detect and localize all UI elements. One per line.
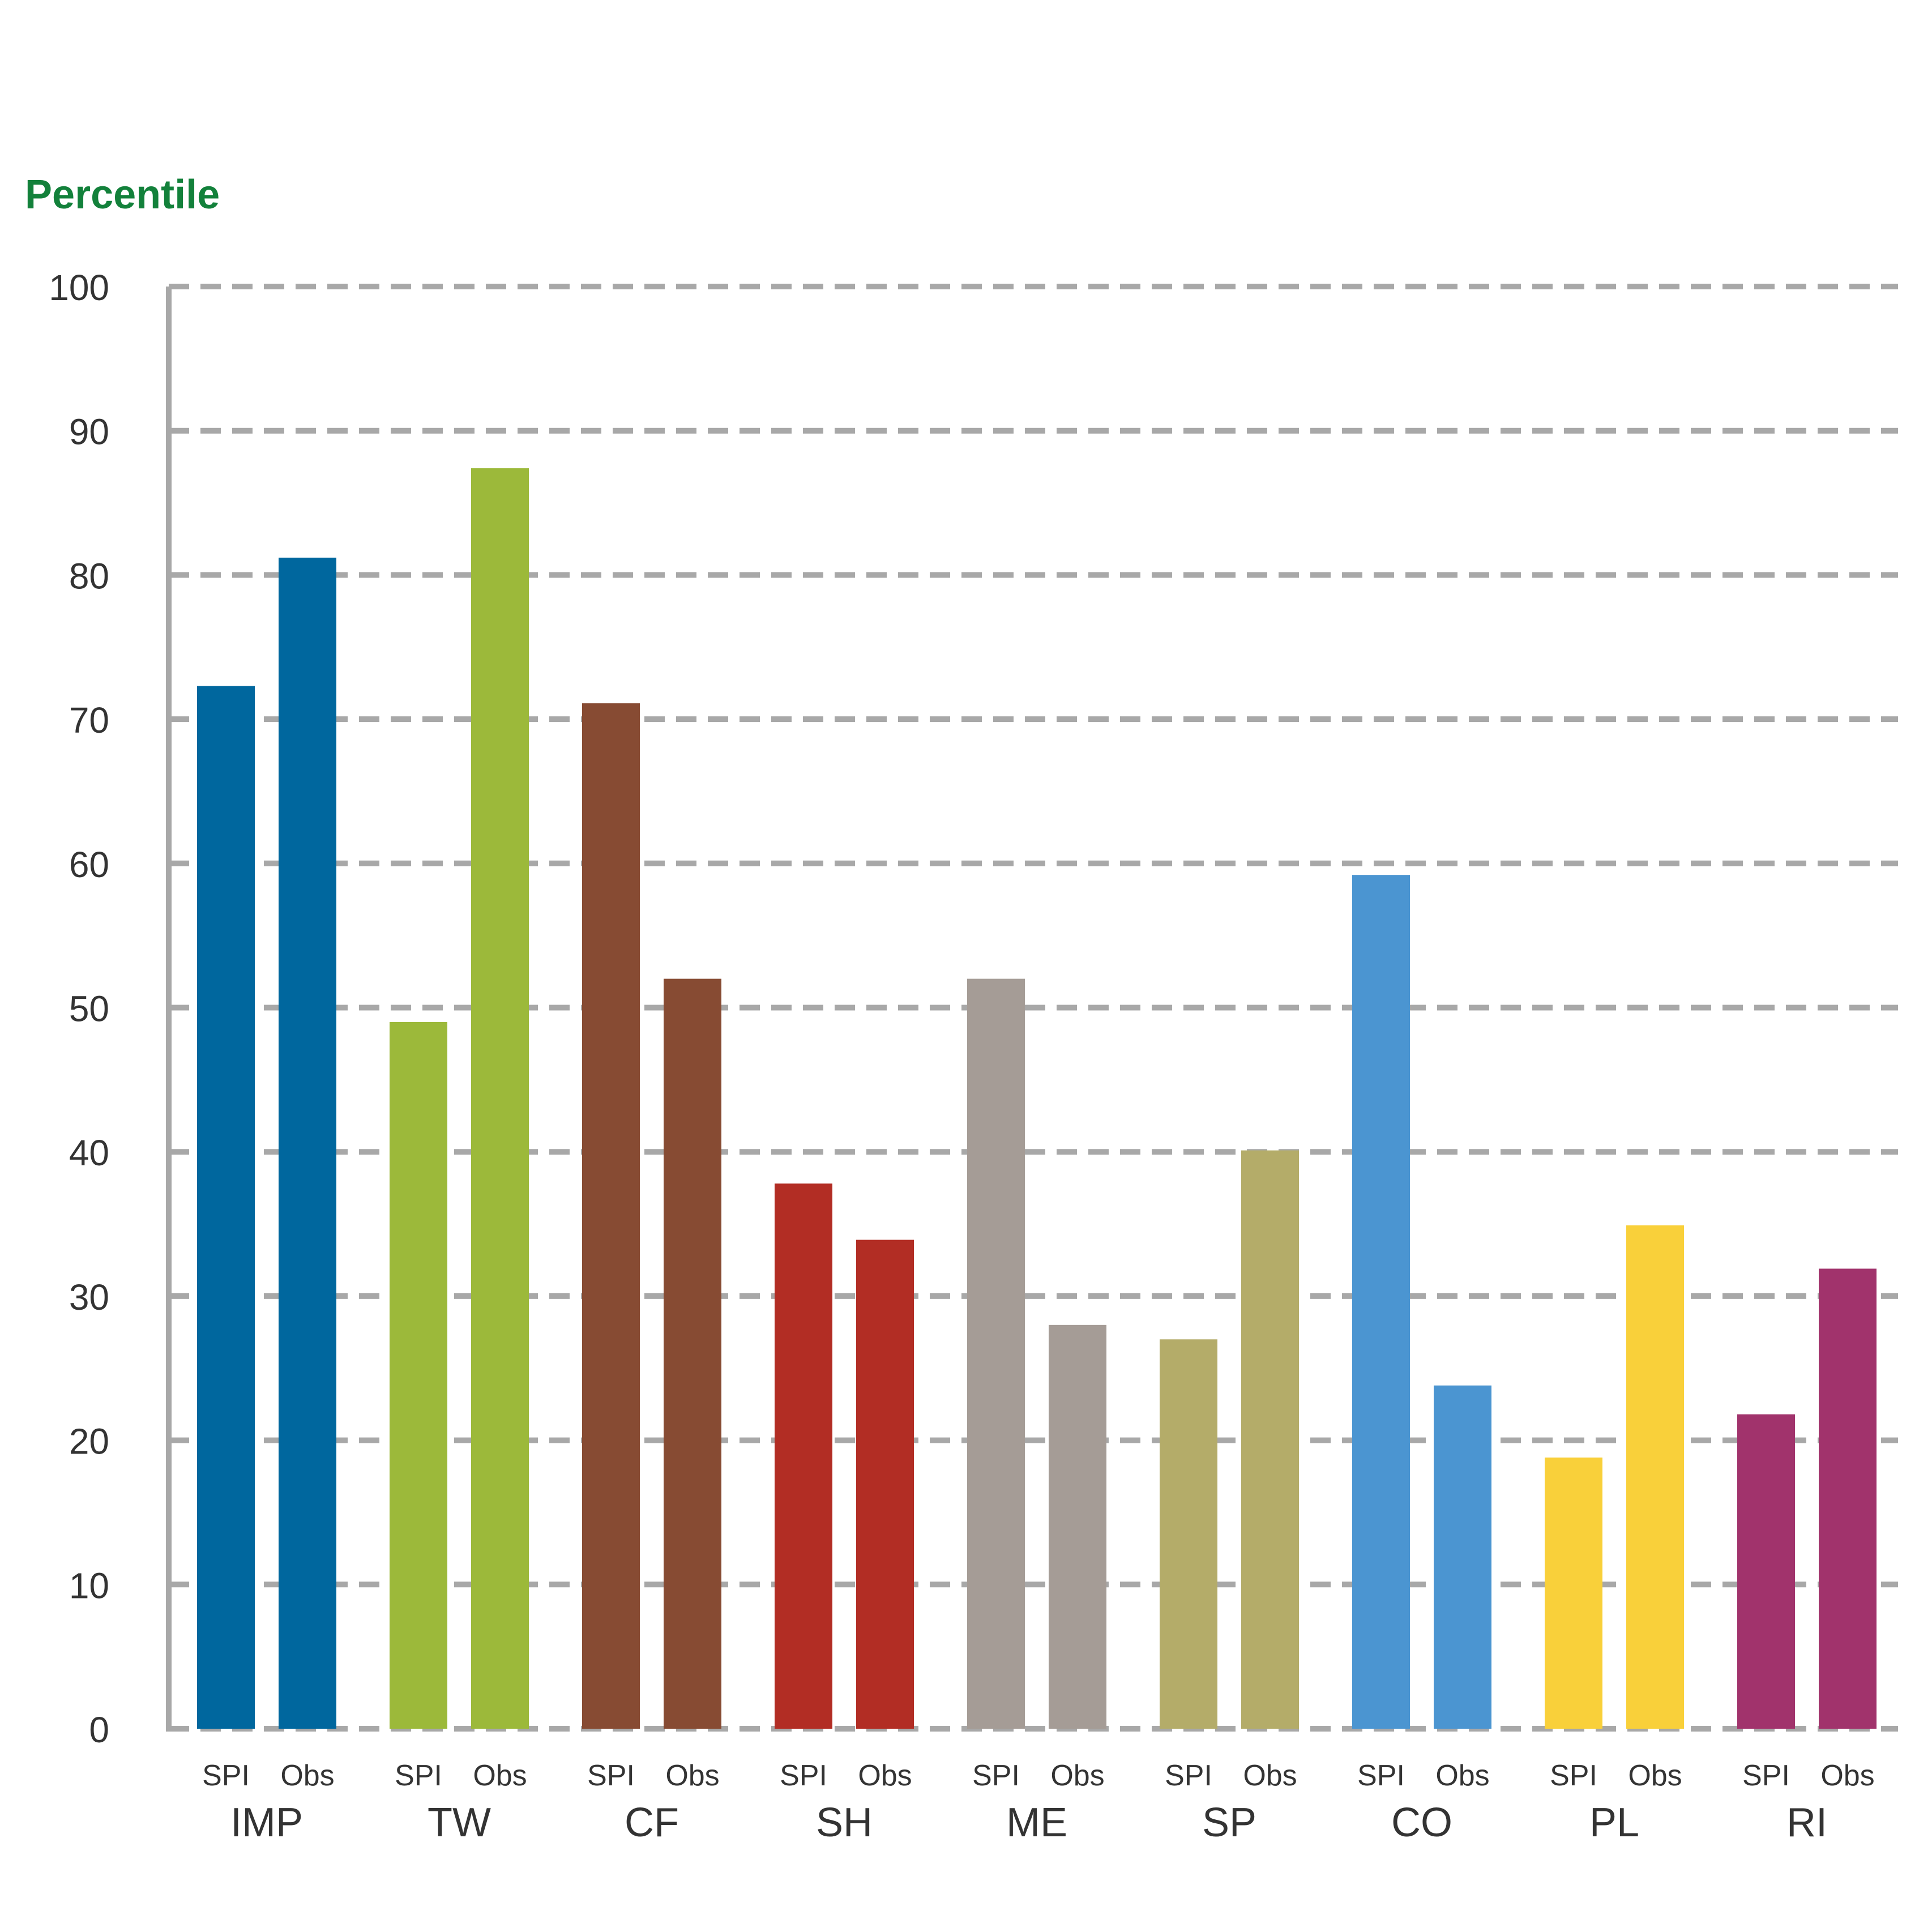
- y-tick-label: 90: [69, 412, 109, 452]
- y-tick-label: 10: [69, 1565, 109, 1606]
- bar-me-spi: [967, 978, 1025, 1729]
- x-category-label: TW: [428, 1800, 491, 1845]
- y-tick-label: 60: [69, 844, 109, 885]
- x-subcategory-label: SPI: [587, 1759, 635, 1792]
- y-tick-label: 0: [89, 1709, 109, 1750]
- y-tick-label: 70: [69, 700, 109, 741]
- bar-sh-obs: [856, 1239, 914, 1729]
- x-subcategory-label: SPI: [1742, 1759, 1790, 1792]
- y-tick-label: 40: [69, 1132, 109, 1173]
- grid-lines: [169, 284, 1898, 1588]
- x-subcategory-label: SPI: [780, 1759, 827, 1792]
- bar-sp-spi: [1160, 1339, 1217, 1729]
- x-subcategory-label: Obs: [665, 1759, 719, 1792]
- x-subcategory-label: Obs: [1820, 1759, 1874, 1792]
- tick-labels: 0 10 20 30 40 50 60 70 80 90 100 SPI Obs IMP SPI Obs TW S…: [49, 267, 1874, 1845]
- y-tick-label: 20: [69, 1421, 109, 1462]
- bar-sp-obs: [1241, 1150, 1299, 1729]
- x-subcategory-label: Obs: [1050, 1759, 1104, 1792]
- bar-sh-spi: [775, 1183, 832, 1729]
- x-category-label: CO: [1391, 1800, 1452, 1845]
- bar-co-spi: [1352, 875, 1410, 1729]
- bar-ri-spi: [1737, 1414, 1795, 1729]
- x-subcategory-label: Obs: [473, 1759, 527, 1792]
- x-subcategory-label: SPI: [1165, 1759, 1212, 1792]
- x-subcategory-label: Obs: [1435, 1759, 1489, 1792]
- x-category-label: IMP: [230, 1800, 303, 1845]
- bars: [197, 468, 1877, 1729]
- bar-pl-spi: [1545, 1457, 1602, 1729]
- y-axis-label: Percentile: [25, 172, 220, 217]
- bar-cf-spi: [582, 703, 640, 1729]
- x-subcategory-label: SPI: [395, 1759, 442, 1792]
- x-subcategory-label: Obs: [858, 1759, 912, 1792]
- bar-imp-spi: [197, 686, 255, 1729]
- x-category-label: SH: [816, 1800, 873, 1845]
- bar-me-obs: [1049, 1324, 1106, 1729]
- y-tick-label: 100: [49, 267, 109, 308]
- x-subcategory-label: SPI: [202, 1759, 250, 1792]
- x-subcategory-label: SPI: [972, 1759, 1020, 1792]
- x-category-label: RI: [1786, 1800, 1827, 1845]
- axes: [166, 287, 1898, 1732]
- bar-pl-obs: [1626, 1225, 1684, 1729]
- bar-ri-obs: [1819, 1268, 1877, 1729]
- x-category-label: PL: [1589, 1800, 1639, 1845]
- x-category-label: ME: [1006, 1800, 1067, 1845]
- x-category-label: SP: [1202, 1800, 1256, 1845]
- x-subcategory-label: Obs: [1243, 1759, 1297, 1792]
- bar-tw-spi: [390, 1021, 447, 1729]
- bar-co-obs: [1434, 1385, 1491, 1729]
- y-tick-label: 80: [69, 555, 109, 596]
- x-category-label: CF: [625, 1800, 679, 1845]
- x-subcategory-label: SPI: [1550, 1759, 1597, 1792]
- y-tick-label: 30: [69, 1277, 109, 1318]
- x-subcategory-label: Obs: [280, 1759, 334, 1792]
- x-subcategory-label: SPI: [1357, 1759, 1405, 1792]
- x-subcategory-label: Obs: [1628, 1759, 1682, 1792]
- bar-cf-obs: [664, 978, 721, 1729]
- y-tick-label: 50: [69, 989, 109, 1029]
- bar-tw-obs: [471, 468, 529, 1729]
- bar-imp-obs: [279, 557, 336, 1729]
